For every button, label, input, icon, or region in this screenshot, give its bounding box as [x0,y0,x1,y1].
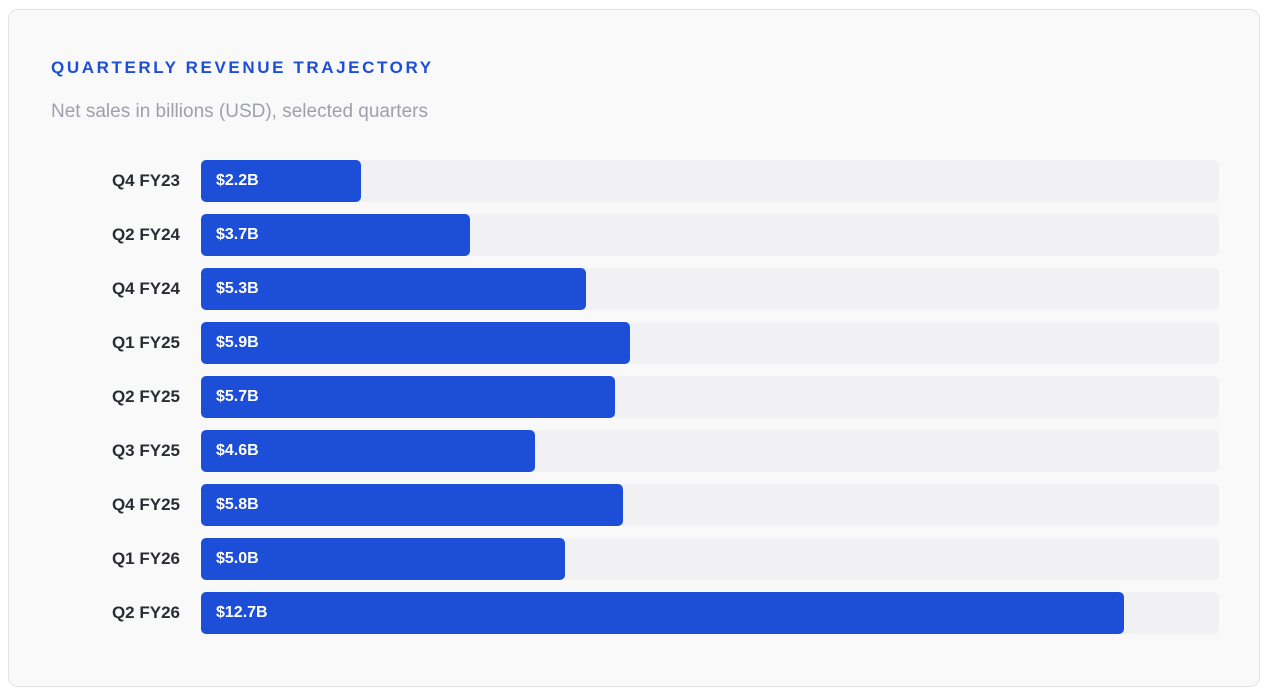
bar-row: Q4 FY25 $5.8B [9,484,1259,526]
bar-row: Q4 FY24 $5.3B [9,268,1259,310]
chart-subtitle: Net sales in billions (USD), selected qu… [51,101,428,122]
value-label: $5.8B [216,496,259,513]
bar: $3.7B [201,214,470,256]
bar-track: $12.7B [201,592,1219,634]
bar: $2.2B [201,160,361,202]
bar-row: Q2 FY26 $12.7B [9,592,1259,634]
bar-track: $3.7B [201,214,1219,256]
bar: $5.0B [201,538,565,580]
bar-track: $5.7B [201,376,1219,418]
category-label: Q4 FY25 [111,495,180,514]
bar-chart: Q4 FY23 $2.2B Q2 FY24 $3.7B Q4 FY24 $5.3B Q1 F… [9,10,1259,686]
value-label: $2.2B [216,172,259,189]
bar-row: Q2 FY25 $5.7B [9,376,1259,418]
bar-row: Q3 FY25 $4.6B [9,430,1259,472]
bar: $5.9B [201,322,630,364]
chart-card: QUARTERLY REVENUE TRAJECTORY Net sales i… [8,9,1260,687]
category-label: Q2 FY24 [111,225,180,244]
bar-track: $5.0B [201,538,1219,580]
category-label: Q2 FY25 [111,387,180,406]
value-label: $5.0B [216,550,259,567]
bar: $12.7B [201,592,1124,634]
value-label: $5.3B [216,280,259,297]
bar: $4.6B [201,430,535,472]
value-label: $5.7B [216,388,259,405]
bar-track: $5.9B [201,322,1219,364]
value-label: $12.7B [216,604,268,621]
bar-track: $5.8B [201,484,1219,526]
category-label: Q2 FY26 [111,603,180,622]
bar-row: Q2 FY24 $3.7B [9,214,1259,256]
bar-track: $4.6B [201,430,1219,472]
bar-row: Q4 FY23 $2.2B [9,160,1259,202]
category-label: Q4 FY23 [111,171,180,190]
chart-title: QUARTERLY REVENUE TRAJECTORY [51,58,434,77]
category-label: Q4 FY24 [111,279,180,298]
category-label: Q1 FY26 [111,549,180,568]
bar: $5.7B [201,376,615,418]
category-label: Q3 FY25 [111,441,180,460]
bar: $5.8B [201,484,623,526]
bar-track: $5.3B [201,268,1219,310]
bar-row: Q1 FY25 $5.9B [9,322,1259,364]
bar: $5.3B [201,268,586,310]
bar-row: Q1 FY26 $5.0B [9,538,1259,580]
value-label: $4.6B [216,442,259,459]
category-label: Q1 FY25 [111,333,180,352]
value-label: $5.9B [216,334,259,351]
bar-track: $2.2B [201,160,1219,202]
value-label: $3.7B [216,226,259,243]
